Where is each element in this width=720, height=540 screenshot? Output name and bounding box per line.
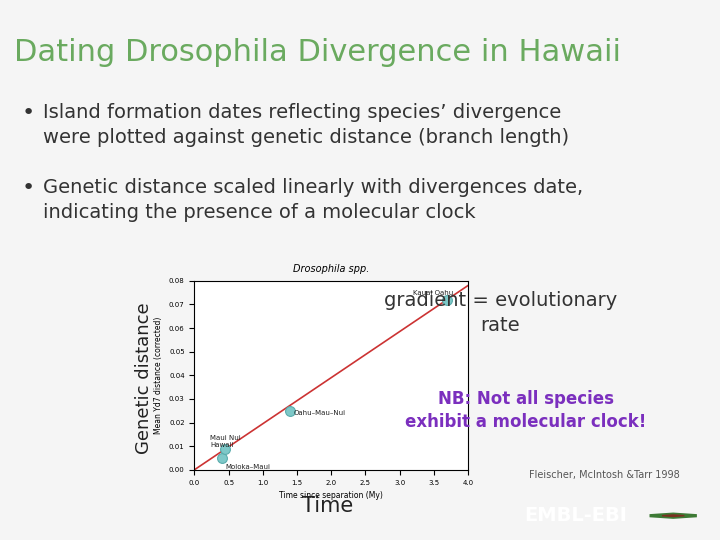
Title: Drosophila spp.: Drosophila spp. — [293, 265, 369, 274]
Text: •: • — [22, 178, 35, 198]
Text: •: • — [22, 103, 35, 123]
Text: EMBL-EBI: EMBL-EBI — [525, 506, 627, 525]
Text: Genetic distance: Genetic distance — [135, 302, 153, 454]
Text: Oahu–Mau–Nui: Oahu–Mau–Nui — [294, 410, 346, 416]
Text: Fleischer, McIntosh &Tarr 1998: Fleischer, McIntosh &Tarr 1998 — [529, 470, 680, 480]
Text: NB: Not all species
exhibit a molecular clock!: NB: Not all species exhibit a molecular … — [405, 389, 647, 431]
Text: Dating Drosophila Divergence in Hawaii: Dating Drosophila Divergence in Hawaii — [14, 38, 621, 67]
Point — [220, 444, 231, 453]
Polygon shape — [662, 514, 685, 517]
Text: gradient = evolutionary
rate: gradient = evolutionary rate — [384, 291, 617, 335]
Polygon shape — [649, 512, 697, 519]
Text: Kauai Oahu: Kauai Oahu — [413, 289, 454, 295]
Point — [442, 295, 454, 304]
Text: Genetic distance scaled linearly with divergences date,
indicating the presence : Genetic distance scaled linearly with di… — [43, 178, 583, 222]
Text: Time: Time — [302, 496, 354, 516]
Point — [216, 454, 228, 462]
Y-axis label: Mean Yd7 distance (corrected): Mean Yd7 distance (corrected) — [154, 316, 163, 434]
Point — [284, 407, 296, 415]
X-axis label: Time since separation (My): Time since separation (My) — [279, 491, 383, 500]
Text: Island formation dates reflecting species’ divergence
were plotted against genet: Island formation dates reflecting specie… — [43, 103, 570, 146]
Text: Moloka–Maui: Moloka–Maui — [225, 464, 270, 470]
Text: Maui Nui
Hawaii: Maui Nui Hawaii — [210, 435, 241, 448]
